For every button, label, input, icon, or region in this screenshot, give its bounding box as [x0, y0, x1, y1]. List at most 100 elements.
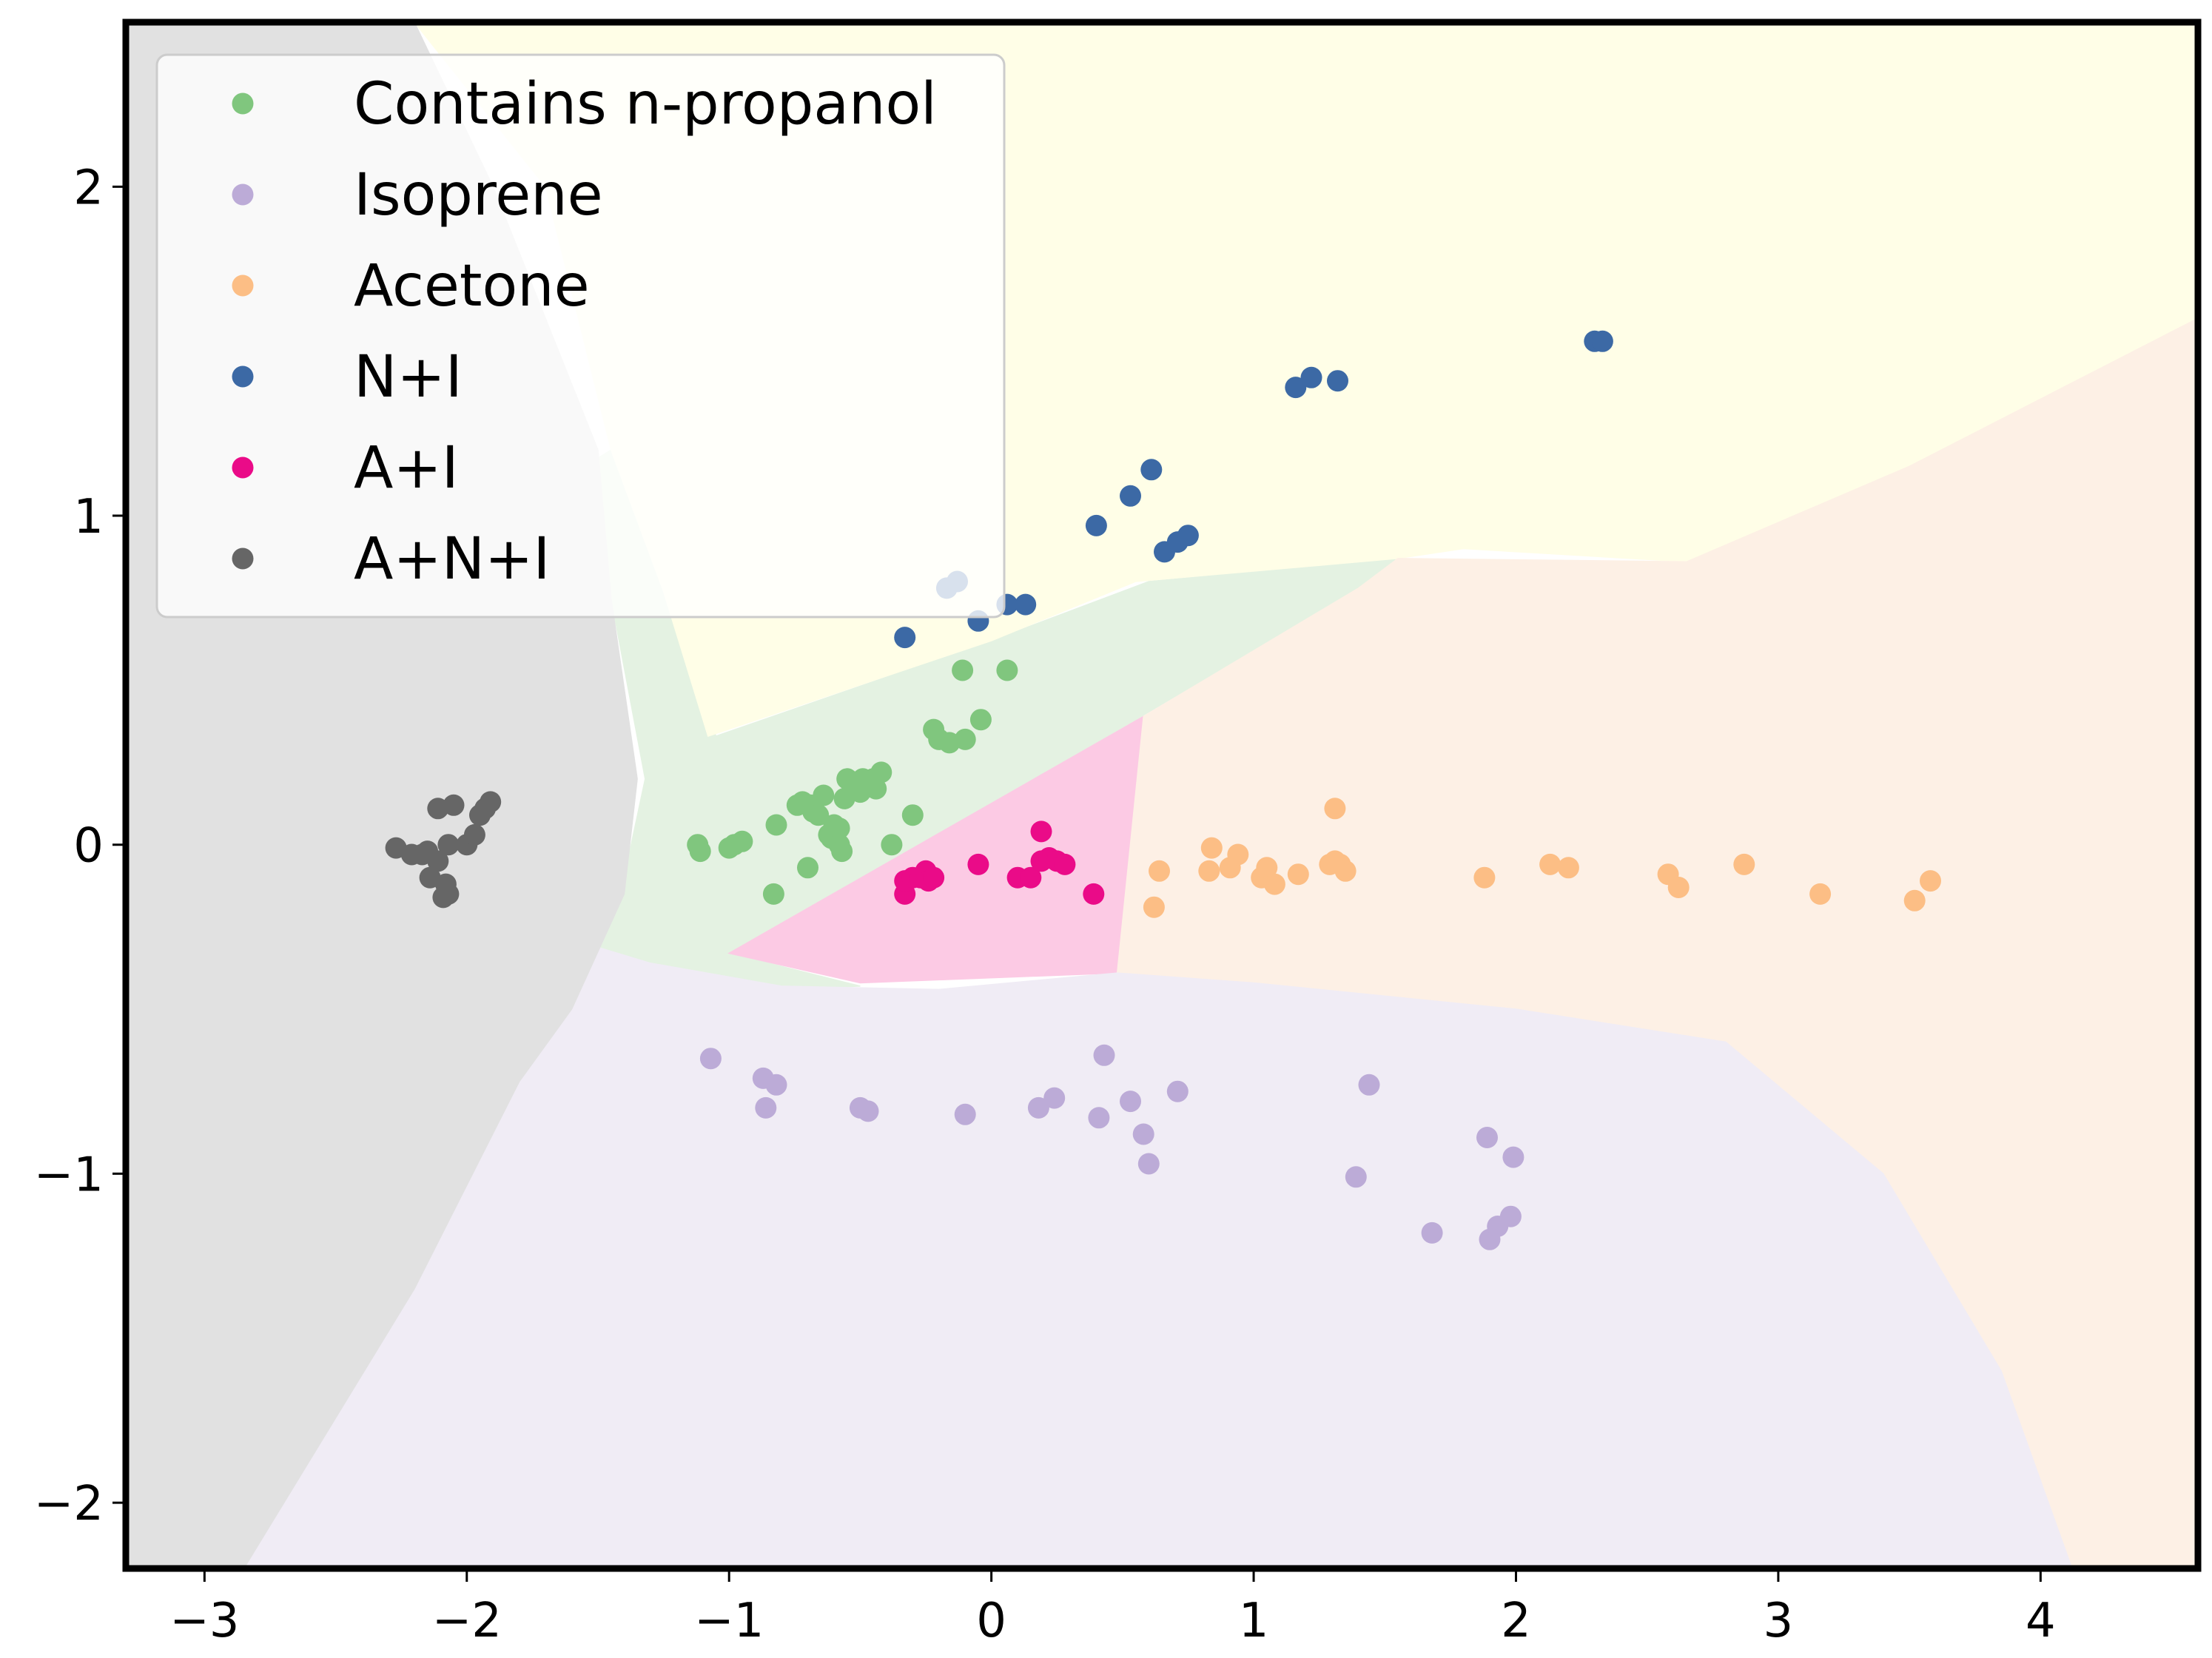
point-acetone [1539, 853, 1561, 875]
point-contains-n-propanol [731, 830, 753, 852]
point-n-i [1591, 330, 1613, 352]
point-isoprene [1358, 1074, 1380, 1096]
point-contains-n-propanol [952, 659, 974, 681]
legend-marker-a-n-i [232, 547, 254, 570]
point-isoprene [1499, 1205, 1522, 1227]
axes-frame [122, 18, 2202, 1572]
point-isoprene [1421, 1221, 1443, 1244]
point-contains-n-propanol [797, 857, 818, 879]
point-isoprene [755, 1096, 777, 1119]
point-acetone [1149, 860, 1170, 882]
point-contains-n-propanol [870, 761, 892, 783]
point-a-n-i [427, 850, 449, 872]
point-a-i [1030, 820, 1052, 843]
point-contains-n-propanol [689, 840, 711, 863]
point-isoprene [1132, 1123, 1154, 1145]
point-isoprene [954, 1103, 976, 1125]
point-contains-n-propanol [969, 709, 992, 731]
point-acetone [1557, 857, 1579, 879]
point-contains-n-propanol [813, 784, 835, 806]
x-tick-label: −3 [169, 1594, 239, 1648]
point-isoprene [1476, 1127, 1498, 1148]
point-isoprene [1120, 1091, 1141, 1113]
legend-label-n-i: N+I [354, 344, 463, 411]
data-points [385, 330, 1941, 1250]
point-contains-n-propanol [954, 728, 976, 750]
point-a-n-i [443, 794, 465, 816]
point-isoprene [699, 1048, 722, 1070]
y-tick-label: −2 [34, 1477, 104, 1531]
point-n-i [1327, 370, 1348, 392]
ticks: −3 −2 −1 0 1 2 3 4 −2 −1 0 1 2 [34, 161, 2056, 1648]
point-acetone [1334, 860, 1357, 882]
point-n-i [1015, 593, 1037, 616]
point-acetone [1733, 853, 1755, 875]
point-acetone [1903, 889, 1926, 911]
legend-marker-a-i [232, 456, 254, 479]
point-contains-n-propanol [865, 778, 887, 800]
point-isoprene [1043, 1087, 1066, 1109]
point-a-n-i [437, 883, 460, 905]
point-acetone [1227, 843, 1249, 866]
legend: Contains n-propanol Isoprene Acetone N+I A+I… [155, 53, 1006, 619]
point-contains-n-propanol [828, 818, 850, 839]
point-acetone [1324, 798, 1346, 820]
x-tick-label: 4 [2026, 1594, 2056, 1648]
x-tick-label: 3 [1764, 1594, 1794, 1648]
y-tick-label: −1 [34, 1148, 104, 1202]
point-acetone [1200, 837, 1223, 859]
y-tick-label: 2 [73, 161, 104, 215]
x-tick-label: −1 [694, 1594, 764, 1648]
point-isoprene [765, 1074, 787, 1096]
legend-marker-acetone [232, 274, 254, 297]
point-n-i [1085, 514, 1107, 536]
point-a-i [1020, 866, 1042, 889]
point-a-n-i [480, 791, 502, 813]
point-n-i [894, 627, 916, 649]
x-tick-label: 0 [976, 1594, 1006, 1648]
point-a-i [1054, 853, 1076, 875]
point-isoprene [1166, 1080, 1189, 1102]
point-n-i [1300, 366, 1322, 388]
point-acetone [1473, 866, 1496, 889]
point-isoprene [1502, 1146, 1524, 1168]
x-tick-label: 2 [1501, 1594, 1531, 1648]
point-contains-n-propanol [996, 659, 1018, 681]
point-acetone [1287, 863, 1309, 886]
point-a-i [923, 866, 945, 889]
y-tick-label: 0 [73, 819, 104, 874]
point-a-i [1083, 883, 1105, 905]
legend-label-a-i: A+I [354, 435, 459, 502]
legend-marker-contains-n-propanol [232, 92, 254, 115]
point-n-i [1140, 459, 1163, 481]
point-a-n-i [437, 834, 460, 856]
x-tick-label: 1 [1239, 1594, 1269, 1648]
point-acetone [1256, 857, 1278, 879]
point-n-i [1285, 377, 1307, 399]
point-contains-n-propanol [881, 834, 903, 856]
point-n-i [1177, 525, 1199, 547]
legend-label-contains-n-propanol: Contains n-propanol [354, 71, 937, 138]
point-acetone [1667, 877, 1690, 898]
point-isoprene [1088, 1107, 1110, 1129]
legend-box [155, 53, 1006, 619]
point-isoprene [857, 1100, 879, 1122]
plot-area: −3 −2 −1 0 1 2 3 4 −2 −1 0 1 2 Contains n-propanol Iso… [34, 18, 2202, 1648]
point-contains-n-propanol [807, 804, 830, 826]
point-isoprene [1137, 1153, 1160, 1175]
point-acetone [1198, 860, 1220, 882]
point-acetone [1920, 870, 1941, 892]
legend-label-isoprene: Isoprene [354, 162, 603, 229]
legend-marker-n-i [232, 365, 254, 388]
point-acetone [1809, 883, 1832, 905]
point-a-i [967, 853, 989, 875]
legend-marker-isoprene [232, 183, 254, 206]
point-contains-n-propanol [762, 883, 784, 905]
point-n-i [1120, 485, 1141, 507]
point-contains-n-propanol [765, 814, 787, 836]
point-acetone [1263, 873, 1285, 895]
point-contains-n-propanol [901, 804, 924, 826]
legend-label-a-n-i: A+N+I [354, 526, 550, 593]
point-isoprene [1027, 1096, 1049, 1119]
